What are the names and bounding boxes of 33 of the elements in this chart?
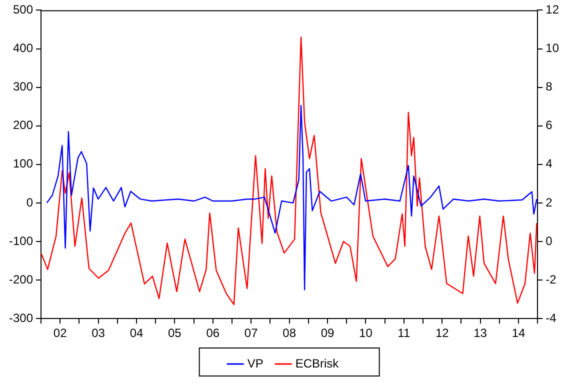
y-tick-label: -100	[8, 234, 34, 248]
x-tick-label: 14	[512, 326, 526, 340]
y-tick-label: 200	[12, 118, 34, 132]
y2-tick-label: 8	[546, 80, 553, 94]
x-tick-label: 02	[53, 326, 68, 340]
y2-tick-label: 2	[546, 195, 553, 210]
x-tick-label: 11	[398, 326, 410, 340]
y2-tick-label: 0	[546, 234, 553, 248]
y-tick-label: -300	[8, 310, 34, 325]
legend-label: VP	[247, 356, 264, 370]
y2-tick-label: -2	[546, 272, 557, 286]
x-tick-label: 08	[282, 326, 296, 340]
y-tick-label: -200	[8, 272, 34, 286]
y-tick-label: 100	[12, 156, 34, 171]
x-tick-label: 07	[244, 326, 258, 340]
x-tick-label: 13	[474, 326, 488, 340]
y2-tick-label: 10	[546, 41, 560, 56]
x-tick-label: 05	[168, 326, 182, 340]
y2-tick-label: -4	[546, 310, 557, 325]
x-tick-label: 12	[435, 326, 450, 340]
y-tick-label: 500	[12, 2, 34, 17]
x-tick-label: 03	[92, 326, 106, 340]
y2-tick-label: 4	[546, 156, 553, 171]
x-tick-label: 10	[359, 326, 373, 340]
y-tick-label: 0	[26, 195, 34, 210]
y2-tick-label: 12	[546, 2, 560, 17]
x-tick-label: 04	[130, 326, 144, 340]
y-tick-label: 300	[12, 80, 34, 94]
legend-label: ECBrisk	[295, 356, 340, 370]
x-tick-label: 09	[320, 326, 334, 340]
y-tick-label: 400	[12, 41, 34, 56]
y2-tick-label: 6	[546, 118, 553, 132]
x-tick-label: 06	[206, 326, 220, 340]
